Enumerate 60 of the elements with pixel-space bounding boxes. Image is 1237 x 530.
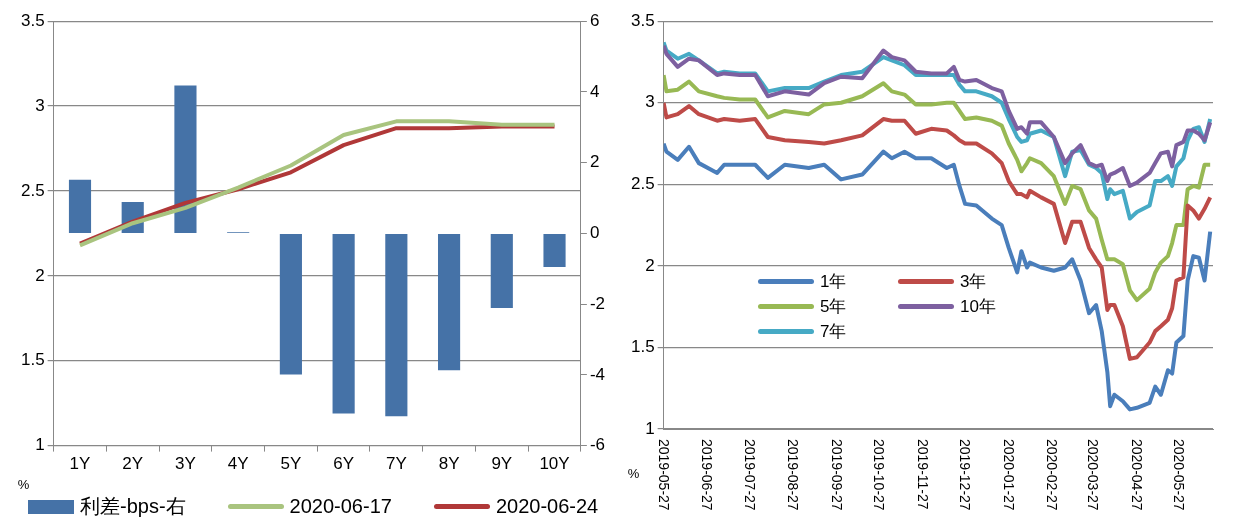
y-tick-label: 1.5 [20, 350, 45, 370]
y2-tick-label: 2 [589, 152, 600, 172]
y2-tick-label: 6 [589, 10, 600, 30]
bar [332, 233, 355, 414]
y-tick-label: 3.5 [20, 10, 45, 30]
y-tick-label: 1.5 [630, 337, 655, 357]
x-tick-label: 2019-05-27 [655, 439, 672, 511]
legend-label: 利差-bps-右 [78, 493, 188, 520]
bar [68, 179, 92, 233]
y2-tick-label: 0 [589, 223, 600, 243]
y-tick-label: 2 [35, 265, 45, 285]
x-tick-label: 2020-01-27 [1000, 439, 1017, 511]
y2-tick-label: -2 [589, 293, 606, 313]
x-tick-label: 2019-08-27 [785, 439, 802, 511]
x-tick-label: 9Y [491, 454, 513, 474]
y2-tick-label: 4 [589, 81, 600, 101]
x-tick-label: 2020-03-27 [1085, 439, 1102, 511]
x-tick-label: 2Y [122, 454, 144, 474]
bar [543, 233, 566, 267]
legend-label: 7年 [818, 320, 849, 343]
x-tick-label: 2020-02-27 [1044, 439, 1061, 511]
x-tick-label: 4Y [227, 454, 249, 474]
y-tick-label: 3 [35, 95, 45, 115]
bar [174, 85, 197, 233]
bar [438, 233, 461, 371]
legend-label: 5年 [818, 295, 849, 318]
legend-label: 2020-06-17 [287, 495, 394, 518]
legend-label: 1年 [818, 270, 849, 293]
y-axis-title: % [627, 465, 640, 481]
y2-tick-label: -6 [589, 435, 606, 455]
y-axis-title: % [17, 477, 30, 493]
x-tick-label: 2019-09-27 [828, 439, 845, 511]
x-tick-label: 2019-07-27 [741, 439, 758, 511]
bar [279, 233, 302, 375]
x-tick-label: 2019-12-27 [957, 439, 974, 511]
x-tick-label: 2020-05-27 [1171, 439, 1188, 511]
x-tick-label: 8Y [438, 454, 460, 474]
y-tick-label: 1 [35, 435, 45, 455]
x-tick-label: 10Y [539, 454, 570, 474]
y-tick-label: 2 [645, 255, 655, 275]
x-tick-label: 5Y [280, 454, 302, 474]
bar [385, 233, 408, 417]
x-tick-label: 2019-10-27 [871, 439, 888, 511]
x-tick-label: 3Y [175, 454, 196, 474]
x-tick-label: 7Y [385, 454, 407, 474]
y2-tick-label: -4 [589, 364, 606, 384]
x-tick-label: 2020-04-27 [1128, 439, 1145, 511]
legend-label: 10年 [958, 295, 998, 318]
x-tick-label: 2019-06-27 [699, 439, 716, 511]
legend-label: 3年 [958, 270, 989, 293]
y-tick-label: 1 [645, 418, 655, 438]
x-tick-label: 1Y [69, 454, 91, 474]
x-tick-label: 2019-11-27 [914, 439, 931, 510]
y-tick-label: 2.5 [20, 180, 45, 200]
legend-label: 2020-06-24 [493, 495, 601, 518]
y-tick-label: 3 [645, 92, 655, 112]
y-tick-label: 2.5 [630, 174, 655, 194]
bar [490, 233, 513, 309]
x-tick-label: 6Y [333, 454, 355, 474]
y-tick-label: 3.5 [630, 10, 655, 30]
